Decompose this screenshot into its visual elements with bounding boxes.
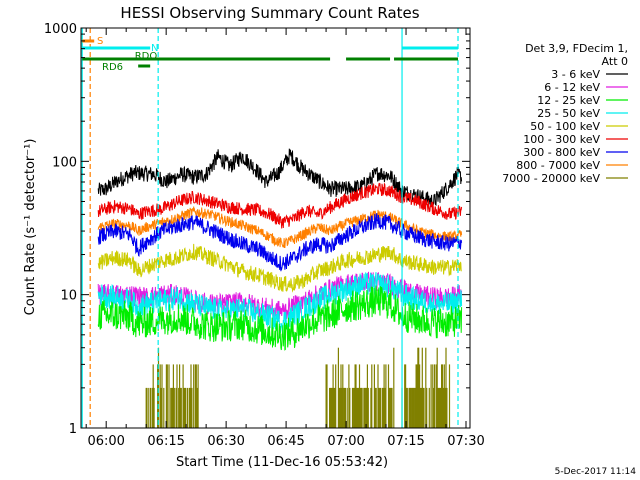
x-tick-label: 07:30 — [447, 434, 484, 449]
x-tick-label: 06:45 — [267, 434, 304, 449]
legend-label: 3 - 6 keV — [551, 68, 600, 81]
x-tick-label: 07:15 — [387, 434, 424, 449]
series-line-7 — [97, 285, 463, 351]
y-tick-label: 10 — [60, 289, 77, 304]
x-tick-label: 06:15 — [147, 434, 184, 449]
legend-label: 6 - 12 keV — [544, 81, 600, 94]
legend-label: 12 - 25 keV — [537, 94, 600, 107]
y-tick-label: 1 — [69, 422, 77, 437]
x-tick-label: 07:00 — [327, 434, 364, 449]
x-axis-label: Start Time (11-Dec-16 05:53:42) — [176, 455, 388, 470]
event-series — [145, 347, 451, 428]
timestamp: 5-Dec-2017 11:14 — [555, 467, 637, 477]
legend-label: 100 - 300 keV — [523, 133, 600, 146]
series-line-1 — [97, 182, 463, 229]
legend-label: 25 - 50 keV — [537, 107, 600, 120]
data-traces — [97, 148, 463, 428]
flag-label: RD6 — [102, 62, 123, 73]
flag-label: N — [151, 43, 158, 54]
y-tick-label: 1000 — [44, 22, 77, 37]
series-line-3 — [97, 213, 463, 272]
legend-label: 7000 - 20000 keV — [502, 172, 600, 185]
series-line-4 — [97, 243, 462, 293]
legend-header: Att 0 — [602, 55, 628, 68]
plot-frame — [80, 27, 471, 429]
series-line-0 — [97, 148, 463, 209]
legend-header: Det 3,9, FDecim 1, — [525, 42, 628, 55]
legend-label: 50 - 100 keV — [530, 120, 600, 133]
x-tick-label: 06:00 — [87, 434, 124, 449]
flag-label: RDO — [135, 51, 158, 62]
y-tick-label: 100 — [52, 155, 77, 170]
flag-label: S — [97, 36, 103, 47]
y-axis-label: Count Rate (s⁻¹ detector⁻¹) — [23, 139, 38, 316]
legend-label: 300 - 800 keV — [523, 146, 600, 159]
axes: 06:00 06:15 06:30 06:45 07:00 07:15 07:30 1 10 10… — [44, 22, 485, 449]
chart-title: HESSI Observing Summary Count Rates — [120, 4, 419, 22]
series-line-2 — [97, 206, 463, 248]
legend-label: 800 - 7000 keV — [516, 159, 600, 172]
x-tick-label: 06:30 — [207, 434, 244, 449]
